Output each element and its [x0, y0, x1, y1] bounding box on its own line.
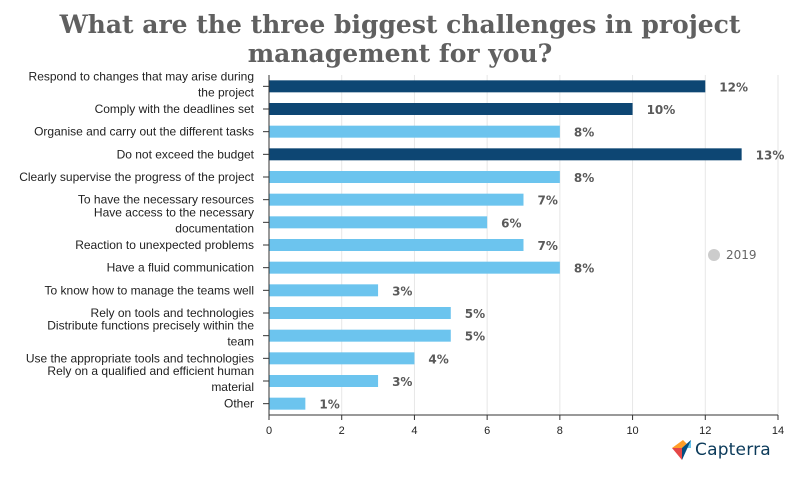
- axes: 0 2 4 6 8 10 12 14: [263, 75, 784, 437]
- category-labels: Respond to changes that may arise during…: [19, 69, 254, 410]
- x-tick-label: 8: [557, 425, 563, 437]
- bar[interactable]: [269, 125, 560, 138]
- category-label: Have access to the necessary documentatio…: [94, 205, 254, 235]
- capterra-logo-icon: [672, 440, 691, 460]
- value-label: 12%: [719, 80, 748, 94]
- value-label: 8%: [574, 126, 594, 140]
- value-labels: 12% 10% 8% 13% 8% 7% 6% 7% 8% 3% 5% 5% 4% 3% 1%: [319, 80, 784, 411]
- x-tick-label: 12: [699, 425, 711, 437]
- bar[interactable]: [269, 307, 451, 319]
- value-label: 4%: [428, 352, 448, 366]
- legend-marker: [708, 249, 720, 261]
- bar[interactable]: [269, 103, 633, 115]
- bar[interactable]: [269, 261, 560, 274]
- x-tick-label: 0: [266, 425, 272, 437]
- value-label: 1%: [319, 398, 339, 412]
- category-label: Respond to changes that may arise during…: [29, 69, 255, 99]
- category-label: Comply with the deadlines set: [95, 102, 255, 116]
- legend-label: 2019: [726, 248, 757, 262]
- bar[interactable]: [269, 80, 706, 93]
- category-label: Use the appropriate tools and technologi…: [26, 351, 254, 365]
- category-label-line: the project: [198, 85, 255, 99]
- bar[interactable]: [269, 375, 379, 387]
- category-label: Distribute functions precisely within th…: [47, 319, 254, 349]
- category-label: Other: [224, 397, 254, 411]
- bar[interactable]: [269, 284, 379, 297]
- value-label: 5%: [465, 330, 485, 344]
- category-label: To have the necessary resources: [78, 193, 254, 207]
- bar[interactable]: [269, 216, 488, 229]
- value-label: 6%: [501, 216, 521, 230]
- bar[interactable]: [269, 329, 451, 342]
- category-label-line: Rely on a qualified and efficient human: [47, 364, 254, 378]
- bar[interactable]: [269, 352, 415, 365]
- x-tick-label: 4: [411, 425, 417, 437]
- category-label-line: Respond to changes that may arise during: [29, 69, 254, 83]
- bar[interactable]: [269, 148, 742, 161]
- category-label: Do not exceed the budget: [117, 147, 255, 161]
- x-tick-label: 6: [484, 425, 490, 437]
- value-label: 7%: [538, 194, 558, 208]
- value-label: 8%: [574, 171, 594, 185]
- category-label: Have a fluid communication: [107, 261, 254, 275]
- value-label: 3%: [392, 284, 412, 298]
- brand-name: Capterra: [695, 440, 771, 460]
- x-tick-label: 14: [772, 425, 784, 437]
- category-label-line: Distribute functions precisely within th…: [47, 319, 254, 333]
- brand: Capterra: [672, 440, 771, 460]
- chart-title: What are the three biggest challenges in…: [59, 10, 741, 68]
- category-label-line: material: [211, 380, 254, 394]
- bar[interactable]: [269, 171, 560, 183]
- category-label: Reaction to unexpected problems: [75, 238, 254, 252]
- value-label: 10%: [647, 103, 676, 117]
- category-label: Rely on tools and technologies: [91, 306, 254, 320]
- value-label: 8%: [574, 262, 594, 276]
- bar[interactable]: [269, 239, 524, 251]
- category-label: Rely on a qualified and efficient human m…: [47, 364, 254, 394]
- x-tick-label: 2: [339, 425, 345, 437]
- value-label: 3%: [392, 375, 412, 389]
- category-label: To know how to manage the teams well: [45, 283, 254, 297]
- bars: [269, 80, 742, 410]
- category-label-line: team: [227, 335, 254, 349]
- category-label: Clearly supervise the progress of the pr…: [19, 170, 254, 184]
- value-label: 5%: [465, 307, 485, 321]
- category-label: Organise and carry out the different tas…: [34, 125, 254, 139]
- value-label: 7%: [538, 239, 558, 253]
- category-label-line: Have access to the necessary: [94, 205, 254, 219]
- value-label: 13%: [756, 148, 785, 162]
- bar[interactable]: [269, 193, 524, 206]
- x-tick-label: 10: [626, 425, 638, 437]
- bar[interactable]: [269, 397, 306, 410]
- category-label-line: documentation: [175, 221, 254, 235]
- legend[interactable]: 2019: [708, 248, 757, 262]
